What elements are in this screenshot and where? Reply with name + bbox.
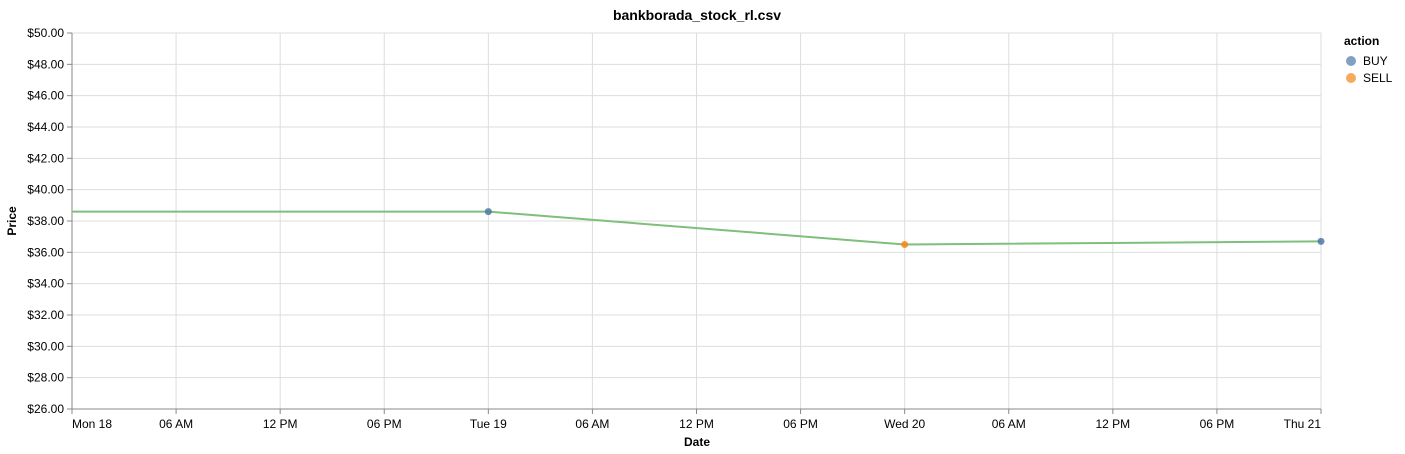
x-tick-label: Tue 19 (470, 417, 507, 431)
action-point-sell (901, 241, 909, 248)
y-tick-label: $26.00 (27, 402, 64, 416)
y-tick-label: $40.00 (27, 183, 64, 197)
chart-title: bankborada_stock_rl.csv (613, 7, 781, 23)
legend: action BUY SELL (1344, 34, 1393, 85)
y-tick-label: $36.00 (27, 245, 64, 259)
x-tick-label: 06 PM (783, 417, 818, 431)
x-tick-label: 06 PM (1200, 417, 1235, 431)
y-tick-label: $42.00 (27, 151, 64, 165)
x-tick-label: 12 PM (1095, 417, 1130, 431)
y-tick-label: $28.00 (27, 371, 64, 385)
legend-symbol-sell (1346, 73, 1356, 83)
x-axis-title: Date (684, 435, 710, 449)
x-tick-label: 06 AM (159, 417, 193, 431)
y-tick-label: $30.00 (27, 339, 64, 353)
action-points (484, 208, 1325, 248)
y-axis-title: Price (5, 206, 19, 236)
legend-symbol-buy (1346, 56, 1356, 66)
y-tick-label: $48.00 (27, 57, 64, 71)
action-point-buy (484, 208, 492, 216)
legend-label-sell: SELL (1363, 71, 1393, 85)
x-tick-label: Wed 20 (884, 417, 925, 431)
y-tick-label: $32.00 (27, 308, 64, 322)
y-tick-label: $46.00 (27, 89, 64, 103)
legend-label-buy: BUY (1363, 54, 1388, 68)
x-tick-label: 06 PM (367, 417, 402, 431)
x-tick-label: 12 PM (263, 417, 298, 431)
y-tick-label: $50.00 (27, 26, 64, 40)
axes: $26.00 $28.00 $30.00 $32.00 $34.00 $36.00 $38.… (27, 26, 1322, 431)
series-layer (72, 210, 1322, 246)
legend-title: action (1344, 34, 1379, 48)
y-tick-label: $34.00 (27, 277, 64, 291)
action-point-buy (1317, 237, 1325, 245)
x-tick-label: 06 AM (992, 417, 1026, 431)
y-tick-label: $38.00 (27, 214, 64, 228)
y-tick-label: $44.00 (27, 120, 64, 134)
x-tick-label: Mon 18 (72, 417, 112, 431)
x-tick-label: 12 PM (679, 417, 714, 431)
x-tick-label: 06 AM (575, 417, 609, 431)
gridlines (71, 32, 1322, 410)
price-line (72, 210, 1322, 246)
x-tick-label: Thu 21 (1284, 417, 1322, 431)
